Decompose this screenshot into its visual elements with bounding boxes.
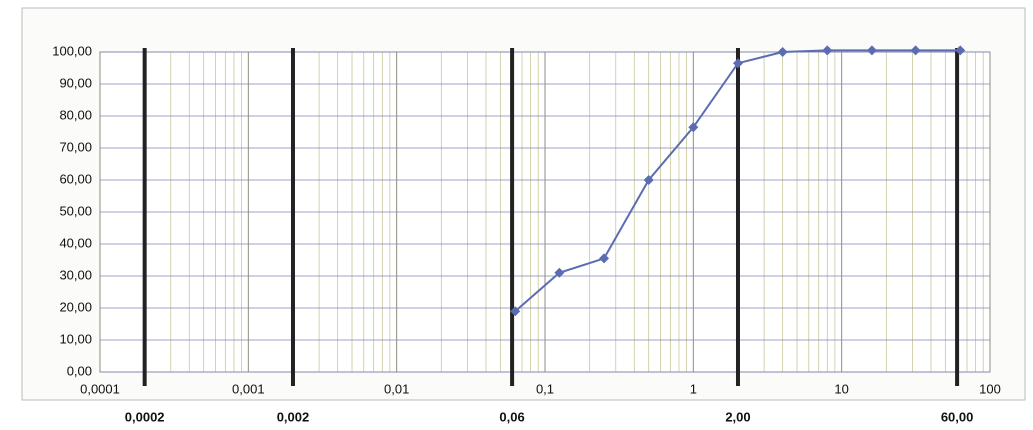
- boundary-label: 0,06: [499, 409, 524, 424]
- y-tick-label: 20,00: [59, 299, 92, 314]
- y-tick-label: 0,00: [67, 363, 92, 378]
- x-tick-label: 0,001: [232, 381, 265, 396]
- y-tick-label: 80,00: [59, 107, 92, 122]
- y-tick-label: 40,00: [59, 235, 92, 250]
- data-point: [688, 122, 699, 133]
- data-point: [732, 58, 743, 69]
- x-tick-label: 10: [834, 381, 848, 396]
- y-tick-label: 70,00: [59, 139, 92, 154]
- data-point: [910, 45, 921, 56]
- y-tick-label: 90,00: [59, 75, 92, 90]
- y-tick-label: 60,00: [59, 171, 92, 186]
- y-tick-label: 100,00: [52, 43, 92, 58]
- data-point: [554, 267, 565, 278]
- data-point: [822, 45, 833, 56]
- boundary-label: 0,0002: [125, 409, 165, 424]
- data-point: [643, 175, 654, 185]
- data-point: [599, 253, 610, 264]
- y-tick-label: 30,00: [59, 267, 92, 282]
- y-tick-label: 50,00: [59, 203, 92, 218]
- x-tick-label: 0,0001: [80, 381, 120, 396]
- data-point: [866, 45, 877, 56]
- boundary-label: 0,002: [277, 409, 310, 424]
- data-point: [777, 47, 788, 57]
- boundary-label: 2,00: [725, 409, 750, 424]
- x-tick-label: 1: [690, 381, 697, 396]
- x-tick-label: 0,01: [384, 381, 409, 396]
- boundary-label: 60,00: [941, 409, 974, 424]
- x-tick-label: 0,1: [536, 381, 554, 396]
- data-point: [510, 306, 521, 317]
- x-tick-label: 100: [979, 381, 1001, 396]
- data-point: [955, 45, 966, 56]
- y-tick-label: 10,00: [59, 331, 92, 346]
